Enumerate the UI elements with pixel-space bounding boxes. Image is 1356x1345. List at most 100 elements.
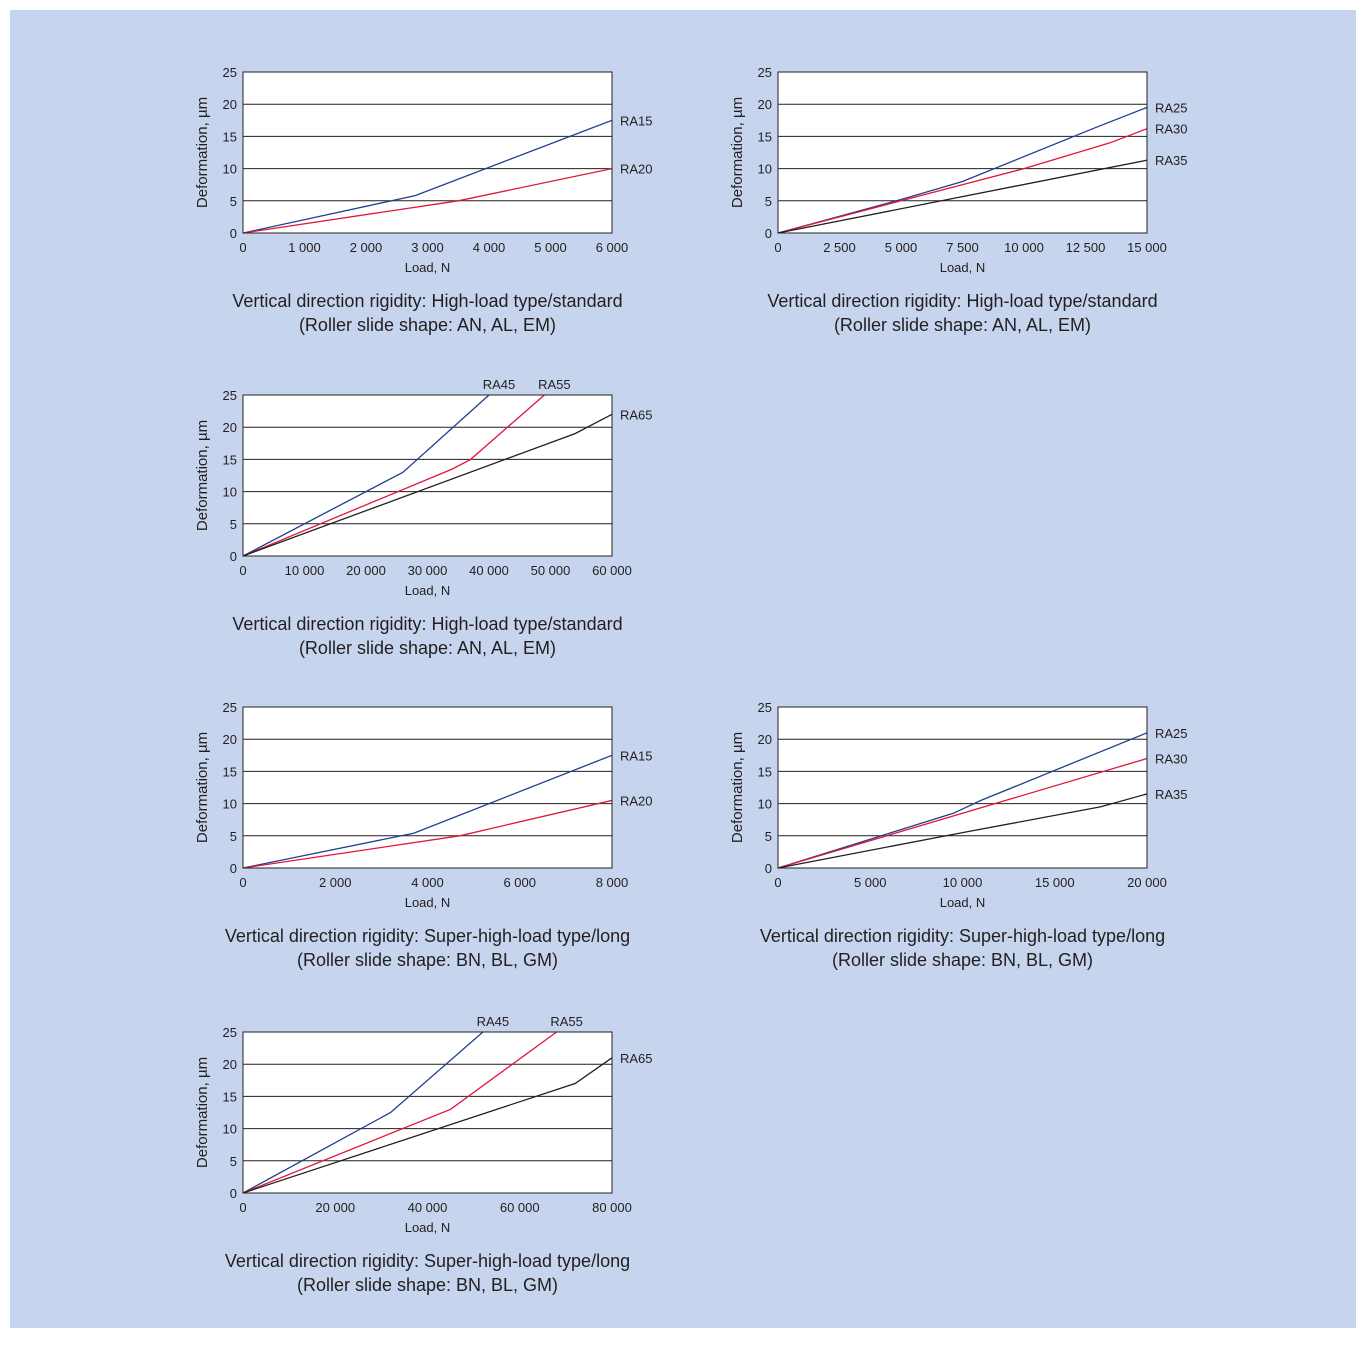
series-line-ra45 xyxy=(243,1031,484,1193)
x-tick-label: 5 000 xyxy=(534,240,567,255)
chart-svg: RA45 RA55 RA65 0 5 10 15 20 25 0 10 000 20 000 30 00… xyxy=(194,377,653,598)
series-line-ra30 xyxy=(778,128,1147,233)
chart-caption-line: (Roller slide shape: AN, AL, EM) xyxy=(298,638,557,658)
x-tick-label: 20 000 xyxy=(346,563,386,578)
x-tick-label: 0 xyxy=(239,1200,246,1215)
chart-high-load-standard-ra25-ra35: RA25 RA30 RA35 0 5 10 15 20 25 0 2 500 5 000 7 500 10… xyxy=(685,55,1245,385)
chart-caption: Vertical direction rigidity: High-load t… xyxy=(685,289,1240,337)
x-tick-label: 0 xyxy=(239,240,246,255)
x-tick-label: 60 000 xyxy=(592,563,632,578)
chart-svg: RA45 RA55 RA65 0 5 10 15 20 25 0 20 000 40 000 60 00… xyxy=(194,1014,653,1235)
x-tick-label: 5 000 xyxy=(854,875,887,890)
x-tick-label: 2 000 xyxy=(350,240,383,255)
x-tick-label: 3 000 xyxy=(411,240,444,255)
chart-svg: RA15 RA20 0 5 10 15 20 25 0 2 000 4 000 6 000 8 000 L… xyxy=(194,700,653,910)
x-tick-label: 20 000 xyxy=(315,1200,355,1215)
chart-svg: RA15 RA20 0 5 10 15 20 25 0 1 000 2 000 3 000 4 000 5… xyxy=(194,65,653,275)
chart-caption-line: Vertical direction rigidity: High-load t… xyxy=(232,614,623,634)
y-tick-label: 5 xyxy=(230,1154,237,1169)
y-tick-label: 25 xyxy=(758,700,772,715)
plot-area xyxy=(778,707,1147,868)
series-line-ra15 xyxy=(243,119,612,233)
y-tick-label: 10 xyxy=(223,1122,237,1137)
series-label: RA25 xyxy=(1155,100,1188,115)
series-label: RA30 xyxy=(1155,752,1188,767)
x-tick-label: 0 xyxy=(239,875,246,890)
x-tick-label: 60 000 xyxy=(500,1200,540,1215)
y-tick-label: 20 xyxy=(758,732,772,747)
chart-caption-line: Vertical direction rigidity: High-load t… xyxy=(767,291,1158,311)
y-tick-label: 0 xyxy=(230,226,237,241)
series-label: RA65 xyxy=(620,1051,653,1066)
plot-frame xyxy=(777,706,1148,869)
series-label: RA20 xyxy=(620,162,653,177)
x-tick-label: 1 000 xyxy=(288,240,321,255)
y-axis-label: Deformation, µm xyxy=(729,732,746,843)
y-tick-label: 25 xyxy=(223,388,237,403)
y-tick-label: 10 xyxy=(758,162,772,177)
plot-frame xyxy=(242,1031,613,1194)
chart-svg: RA25 RA30 RA35 0 5 10 15 20 25 0 5 000 10 000 15 000… xyxy=(729,700,1188,910)
y-tick-label: 0 xyxy=(230,1186,237,1201)
series-label: RA15 xyxy=(620,748,653,763)
series-line-ra55 xyxy=(243,394,545,556)
y-tick-label: 20 xyxy=(223,1057,237,1072)
plot-area xyxy=(778,72,1147,233)
y-axis-label: Deformation, µm xyxy=(194,420,211,531)
series-line-ra20 xyxy=(243,799,612,868)
chart-caption: Vertical direction rigidity: High-load t… xyxy=(150,289,705,337)
series-label: RA45 xyxy=(477,1014,510,1029)
plot-area xyxy=(243,1032,612,1193)
chart-super-high-load-long-ra25-ra35: RA25 RA30 RA35 0 5 10 15 20 25 0 5 000 10 000 15 000… xyxy=(685,690,1245,1020)
y-tick-label: 10 xyxy=(223,162,237,177)
series-label: RA35 xyxy=(1155,153,1188,168)
x-tick-label: 40 000 xyxy=(408,1200,448,1215)
x-tick-label: 0 xyxy=(239,563,246,578)
series-line-ra65 xyxy=(243,413,612,556)
x-tick-label: 5 000 xyxy=(885,240,918,255)
chart-caption-line: (Roller slide shape: BN, BL, GM) xyxy=(296,950,559,970)
plot-area xyxy=(243,395,612,556)
x-tick-label: 15 000 xyxy=(1035,875,1075,890)
y-tick-label: 10 xyxy=(223,485,237,500)
y-tick-label: 20 xyxy=(223,732,237,747)
y-tick-label: 5 xyxy=(230,517,237,532)
y-axis-label: Deformation, µm xyxy=(194,1057,211,1168)
series-label: RA45 xyxy=(483,377,516,392)
series-line-ra15 xyxy=(243,754,612,868)
x-tick-label: 10 000 xyxy=(285,563,325,578)
x-axis-label: Load, N xyxy=(405,1220,451,1235)
plot-area xyxy=(243,72,612,233)
chart-caption-line: (Roller slide shape: BN, BL, GM) xyxy=(831,950,1094,970)
y-axis-label: Deformation, µm xyxy=(729,97,746,208)
chart-caption: Vertical direction rigidity: Super-high-… xyxy=(150,924,705,972)
y-tick-label: 5 xyxy=(230,829,237,844)
y-tick-label: 25 xyxy=(223,700,237,715)
x-tick-label: 2 500 xyxy=(823,240,856,255)
series-line-ra25 xyxy=(778,732,1147,868)
chart-caption-line: Vertical direction rigidity: Super-high-… xyxy=(224,1251,631,1271)
y-tick-label: 20 xyxy=(223,420,237,435)
series-line-ra55 xyxy=(243,1031,557,1193)
chart-super-high-load-long-ra15-ra20: RA15 RA20 0 5 10 15 20 25 0 2 000 4 000 6 000 8 000 L… xyxy=(150,690,710,1020)
y-tick-label: 25 xyxy=(223,65,237,80)
y-tick-label: 15 xyxy=(223,764,237,779)
x-tick-label: 12 500 xyxy=(1066,240,1106,255)
x-tick-label: 10 000 xyxy=(1004,240,1044,255)
x-tick-label: 0 xyxy=(774,240,781,255)
series-line-ra45 xyxy=(243,394,490,556)
series-line-ra25 xyxy=(778,106,1147,233)
y-tick-label: 15 xyxy=(758,129,772,144)
series-label: RA15 xyxy=(620,113,653,128)
plot-frame xyxy=(242,394,613,557)
x-tick-label: 6 000 xyxy=(503,875,536,890)
y-tick-label: 10 xyxy=(758,797,772,812)
series-line-ra35 xyxy=(778,159,1147,233)
y-tick-label: 15 xyxy=(223,1089,237,1104)
series-label: RA20 xyxy=(620,793,653,808)
y-tick-label: 5 xyxy=(765,194,772,209)
x-tick-label: 20 000 xyxy=(1127,875,1167,890)
x-tick-label: 10 000 xyxy=(943,875,983,890)
x-tick-label: 15 000 xyxy=(1127,240,1167,255)
series-label: RA35 xyxy=(1155,787,1188,802)
